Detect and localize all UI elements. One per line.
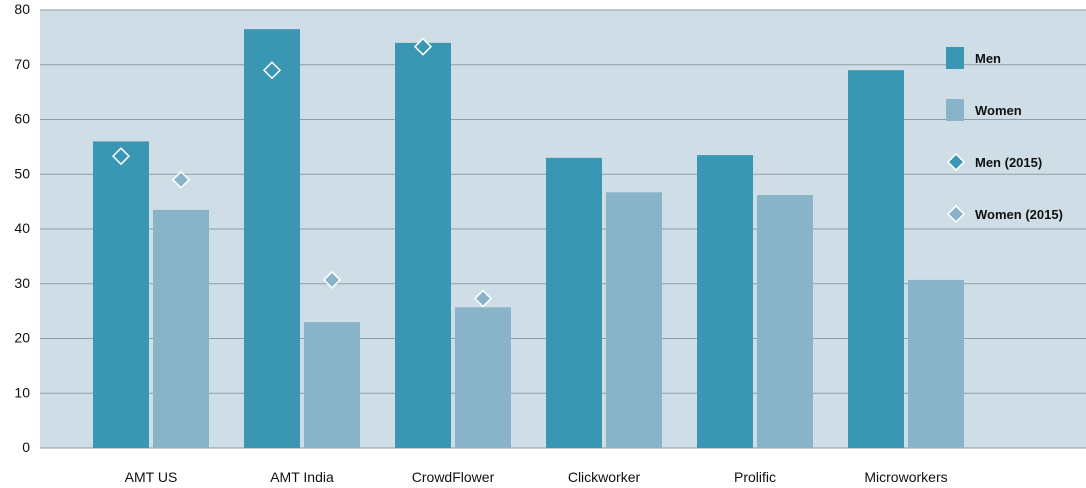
- markers: [111, 37, 493, 308]
- x-category-label: Clickworker: [568, 469, 641, 485]
- legend-swatch: [946, 99, 964, 121]
- bar-women-amt-us: [153, 209, 209, 448]
- x-category-label: AMT India: [270, 469, 334, 485]
- legend-label: Men (2015): [975, 155, 1042, 170]
- y-tick-label: 10: [14, 384, 30, 400]
- bar-women-prolific: [757, 195, 813, 448]
- bar-men-crowdflower: [395, 42, 451, 448]
- marker-women-2015--amt-india: [322, 270, 342, 289]
- x-category-label: Prolific: [734, 469, 776, 485]
- bar-men-amt-india: [244, 29, 300, 448]
- y-tick-label: 30: [14, 275, 30, 291]
- legend-label: Women (2015): [975, 207, 1063, 222]
- marker-men-2015--amt-india: [262, 61, 282, 80]
- bar-men-amt-us: [93, 141, 149, 448]
- x-axis: AMT US AMT India CrowdFlower Clickworker Pro…: [125, 469, 948, 485]
- bar-women-microworkers: [908, 279, 964, 448]
- y-tick-label: 70: [14, 56, 30, 72]
- bar-men-prolific: [697, 155, 753, 448]
- legend-marker: [946, 204, 966, 224]
- x-category-label: Microworkers: [864, 469, 947, 485]
- marker-women-2015--crowdflower: [473, 289, 493, 308]
- y-tick-label: 0: [22, 439, 30, 455]
- bar-women-amt-india: [304, 322, 360, 448]
- marker-women-2015--amt-us: [171, 170, 191, 189]
- legend-marker: [946, 152, 966, 172]
- legend-label: Women: [975, 103, 1022, 118]
- marker-men-2015--crowdflower: [413, 37, 433, 56]
- bar-women-crowdflower: [455, 307, 511, 448]
- legend-label: Men: [975, 51, 1001, 66]
- x-category-label: CrowdFlower: [412, 469, 495, 485]
- y-tick-label: 60: [14, 111, 30, 127]
- y-tick-label: 80: [14, 1, 30, 17]
- legend: Men Women Men (2015) Women (2015): [946, 47, 1063, 224]
- bar-men-clickworker: [546, 157, 602, 448]
- x-category-label: AMT US: [125, 469, 178, 485]
- bar-women-clickworker: [606, 192, 662, 448]
- y-tick-label: 20: [14, 330, 30, 346]
- bars: [93, 29, 964, 448]
- legend-swatch: [946, 47, 964, 69]
- y-axis: 0 10 20 30 40 50 60 70 80: [14, 1, 30, 455]
- marker-men-2015--amt-us: [111, 147, 131, 166]
- y-tick-label: 40: [14, 220, 30, 236]
- y-tick-label: 50: [14, 165, 30, 181]
- bar-men-microworkers: [848, 70, 904, 448]
